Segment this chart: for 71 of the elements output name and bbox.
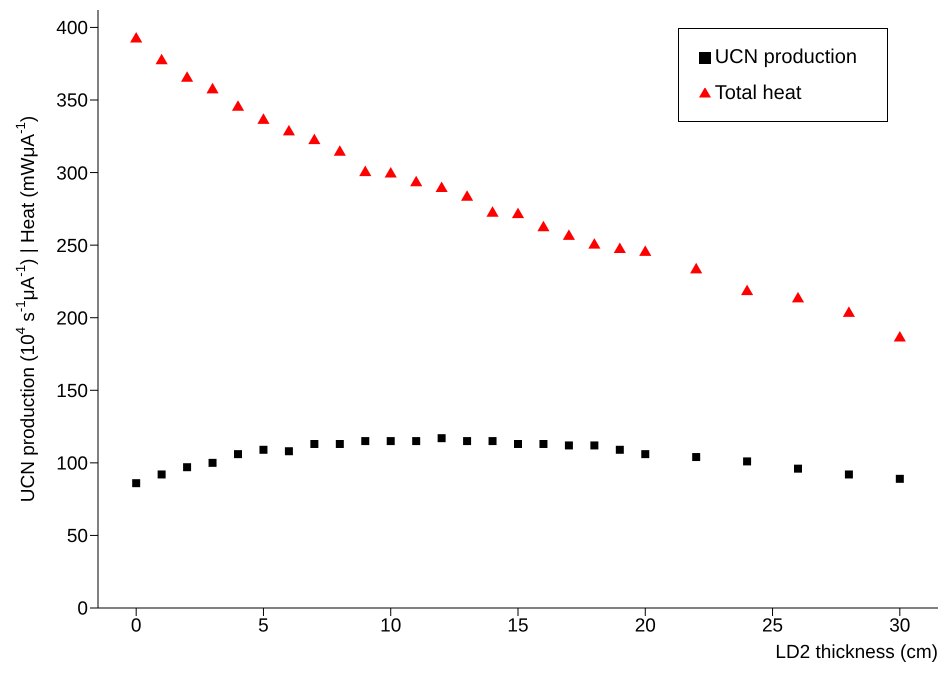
x-tick-label: 15 — [507, 615, 529, 636]
y-tick-label: 350 — [56, 90, 88, 112]
y-tick-label: 0 — [77, 598, 88, 620]
point — [844, 470, 853, 478]
point — [463, 437, 472, 446]
x-tick-label: 10 — [380, 615, 402, 636]
point — [284, 447, 293, 456]
point — [741, 284, 754, 296]
point — [614, 242, 626, 253]
point — [361, 437, 370, 446]
point — [181, 71, 194, 82]
point — [183, 463, 192, 472]
point — [259, 446, 268, 454]
point — [896, 474, 904, 483]
point — [436, 182, 448, 192]
point — [690, 262, 702, 274]
point — [438, 434, 446, 442]
point — [257, 113, 270, 124]
y-tick-label: 50 — [66, 526, 88, 548]
x-tick-label: 5 — [258, 615, 269, 636]
point — [537, 220, 550, 232]
point — [486, 206, 499, 217]
point — [282, 124, 295, 136]
point — [512, 208, 524, 218]
point — [743, 457, 752, 466]
point — [234, 450, 242, 458]
point — [539, 440, 548, 448]
y-tick-label: 150 — [56, 381, 88, 402]
point — [386, 437, 395, 446]
point — [588, 238, 600, 249]
point — [206, 82, 219, 94]
point — [562, 229, 575, 240]
point — [412, 437, 420, 446]
point — [310, 440, 318, 448]
point — [158, 470, 166, 478]
point — [308, 134, 320, 144]
y-tick-label: 400 — [56, 18, 88, 40]
point — [842, 306, 855, 317]
point — [384, 166, 397, 178]
point — [359, 166, 372, 176]
point — [336, 440, 344, 448]
x-tick-label: 25 — [762, 615, 784, 636]
legend-label: Total heat — [714, 82, 802, 104]
point — [692, 453, 700, 462]
point — [132, 479, 140, 488]
y-tick-label: 250 — [56, 236, 88, 257]
point — [156, 54, 168, 64]
point — [514, 440, 522, 448]
y-tick-label: 200 — [56, 308, 88, 330]
point — [639, 245, 652, 256]
legend-label: UCN production — [714, 46, 857, 68]
x-tick-label: 20 — [634, 615, 656, 636]
point — [488, 437, 497, 446]
point — [894, 331, 906, 342]
x-tick-label: 30 — [889, 615, 910, 636]
point — [334, 145, 346, 156]
point — [794, 464, 802, 473]
point — [792, 292, 804, 302]
point — [410, 176, 422, 186]
point — [616, 446, 624, 454]
point — [208, 458, 217, 467]
x-axis-title: LD2 thickness (cm) — [775, 642, 938, 663]
point — [641, 450, 650, 458]
point — [461, 190, 474, 201]
x-tick-label: 0 — [130, 615, 142, 636]
point — [232, 100, 244, 111]
y-tick-label: 100 — [56, 454, 88, 475]
point — [590, 441, 598, 450]
point — [564, 441, 573, 450]
y-tick-label: 300 — [56, 163, 88, 184]
point — [130, 32, 142, 43]
